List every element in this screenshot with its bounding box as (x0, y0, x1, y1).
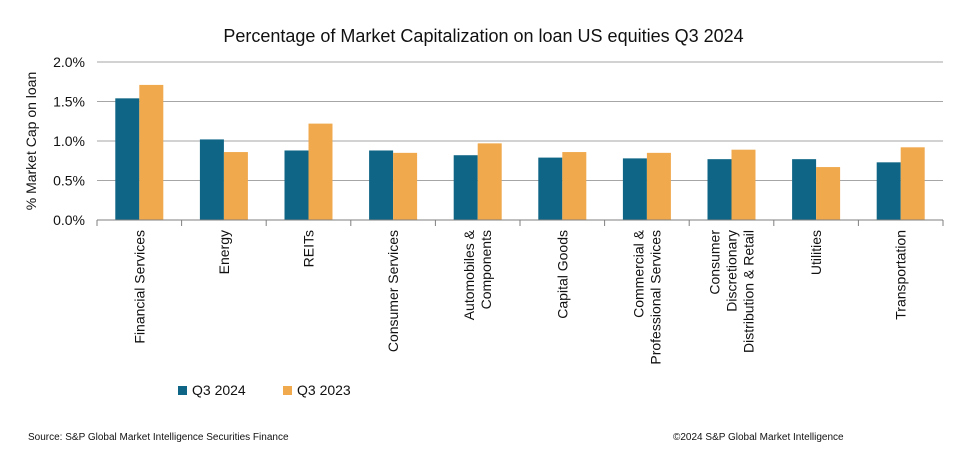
bar-q3-2024 (115, 98, 140, 220)
x-tick-label: Transportation (893, 230, 909, 320)
x-tick-label-line: Consumer (707, 230, 723, 295)
legend-label: Q3 2023 (297, 382, 351, 398)
bar-q3-2023 (646, 152, 671, 220)
x-tick-label-line: Energy (216, 230, 232, 274)
bar-q3-2023 (308, 123, 333, 220)
legend-swatch (178, 386, 187, 395)
y-axis-title: % Market Cap on loan (23, 72, 39, 211)
bar-q3-2024 (369, 150, 394, 220)
x-tick-label-line: Transportation (893, 230, 909, 320)
axes (96, 219, 944, 226)
x-tick-label-line: Capital Goods (554, 230, 570, 319)
y-tick-label: 1.0% (53, 133, 85, 149)
bar-q3-2023 (223, 152, 248, 220)
legend-label: Q3 2024 (192, 382, 246, 398)
x-tick-label: Consumer Discretionary Distribution & Reta… (707, 230, 757, 353)
y-tick-label: 0.0% (53, 212, 85, 228)
copyright-note: ©2024 S&P Global Market Intelligence (673, 432, 844, 443)
legend: Q3 2024 Q3 2023 (178, 382, 351, 398)
legend-swatch (283, 386, 292, 395)
x-tick-label-line: Discretionary (724, 230, 740, 312)
bar-q3-2023 (731, 149, 756, 220)
x-tick-label-line: Utilities (808, 230, 824, 275)
x-tick-label: REITs (301, 230, 317, 267)
bar-q3-2023 (139, 84, 164, 220)
bar-q3-2023 (562, 152, 587, 220)
x-tick-label-line: Components (478, 230, 494, 309)
x-tick-label: Energy (216, 230, 232, 274)
x-tick-label-line: Automobiles & (461, 229, 477, 320)
bar-q3-2023 (477, 143, 502, 220)
bar-q3-2024 (199, 139, 224, 220)
x-tick-label-line: Distribution & Retail (741, 230, 757, 353)
bar-q3-2023 (393, 152, 418, 220)
axis-labels: 0.0% 0.5% 1.0% 1.5% 2.0% Financial Services En… (23, 54, 909, 365)
x-tick-label-line: REITs (301, 230, 317, 267)
x-tick-label: Capital Goods (554, 230, 570, 319)
y-tick-label: 2.0% (53, 54, 85, 70)
bar-q3-2024 (622, 158, 647, 220)
x-tick-label: Utilities (808, 230, 824, 275)
bar-q3-2024 (453, 155, 478, 220)
source-note: Source: S&P Global Market Intelligence S… (28, 432, 289, 443)
x-tick-label-line: Commercial & (630, 229, 646, 318)
x-tick-label: Consumer Services (385, 230, 401, 352)
bars (115, 84, 925, 220)
chart-title: Percentage of Market Capitalization on l… (223, 26, 744, 46)
bar-q3-2024 (707, 159, 732, 220)
y-tick-label: 0.5% (53, 173, 85, 189)
x-tick-label-line: Consumer Services (385, 230, 401, 352)
bar-q3-2024 (538, 157, 563, 220)
bar-q3-2024 (284, 150, 309, 220)
x-tick-label-line: Professional Services (647, 230, 663, 365)
bar-q3-2023 (900, 147, 925, 220)
y-tick-label: 1.5% (53, 94, 85, 110)
x-tick-label: Financial Services (131, 230, 147, 344)
x-tick-label: Commercial & Professional Services (630, 229, 663, 364)
bar-q3-2023 (816, 167, 841, 220)
bar-q3-2024 (792, 159, 817, 220)
bar-q3-2024 (876, 162, 901, 220)
x-tick-label: Automobiles & Components (461, 229, 494, 320)
x-tick-label-line: Financial Services (131, 230, 147, 344)
